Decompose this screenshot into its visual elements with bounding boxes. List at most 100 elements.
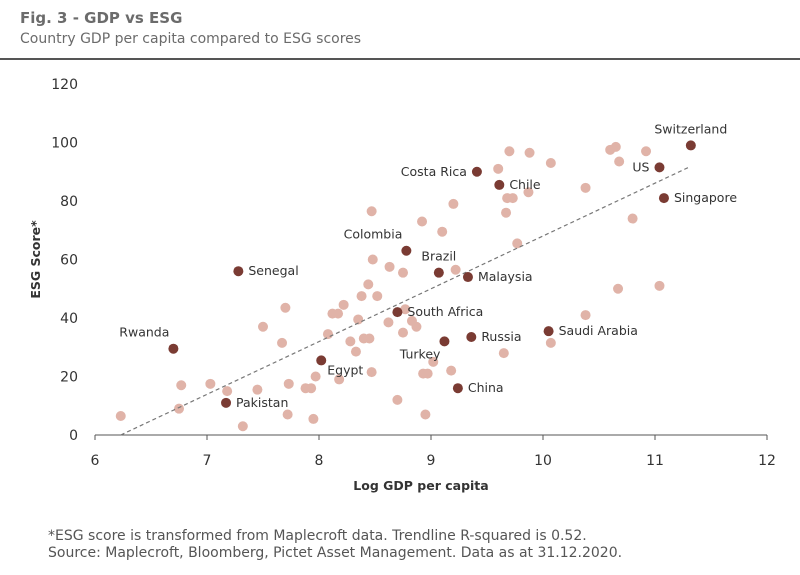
data-point — [308, 413, 319, 424]
country-label-colombia: Colombia — [344, 227, 403, 242]
x-tick-label: 11 — [646, 453, 664, 469]
country-label-russia: Russia — [481, 329, 521, 344]
highlighted-country-points — [168, 140, 696, 408]
data-point — [450, 264, 461, 275]
y-tick-label: 40 — [60, 311, 78, 327]
data-point — [501, 207, 512, 218]
footnote-source: Source: Maplecroft, Bloomberg, Pictet As… — [48, 545, 623, 561]
data-point — [345, 336, 356, 347]
data-point — [422, 368, 433, 379]
data-point — [400, 304, 411, 315]
data-point-egypt — [316, 355, 327, 366]
data-point — [282, 409, 293, 420]
x-tick-label: 10 — [534, 453, 552, 469]
data-point — [237, 421, 248, 432]
y-tick-label: 100 — [51, 136, 78, 152]
footnote-esg-note: *ESG score is transformed from Maplecrof… — [48, 528, 587, 544]
country-label-south-africa: South Africa — [407, 304, 483, 319]
data-point-pakistan — [221, 397, 232, 408]
y-tick-label: 20 — [60, 370, 78, 386]
country-label-egypt: Egypt — [327, 362, 363, 377]
data-point — [222, 386, 233, 397]
data-point-china — [452, 383, 463, 394]
data-point — [411, 321, 422, 332]
country-label-us: US — [632, 159, 649, 174]
data-point — [392, 394, 403, 405]
data-point — [507, 193, 518, 204]
country-label-rwanda: Rwanda — [119, 325, 169, 340]
data-point — [504, 146, 515, 157]
x-tick-label: 12 — [758, 453, 776, 469]
country-label-saudi-arabia: Saudi Arabia — [559, 323, 638, 338]
data-point — [420, 409, 431, 420]
data-point — [437, 226, 448, 237]
data-point — [545, 337, 556, 348]
data-point-costa-rica — [471, 166, 482, 177]
chart-subtitle: Country GDP per capita compared to ESG s… — [20, 31, 362, 47]
data-point-brazil — [433, 267, 444, 278]
data-point — [174, 403, 184, 414]
data-point-colombia — [401, 245, 412, 256]
data-point — [398, 327, 408, 338]
data-point — [310, 371, 321, 382]
y-tick-label: 120 — [51, 77, 78, 93]
data-point-senegal — [233, 266, 244, 277]
data-point-turkey — [439, 336, 450, 347]
data-point — [580, 310, 591, 321]
data-point — [306, 383, 317, 394]
data-point-chile — [494, 179, 505, 190]
country-label-chile: Chile — [509, 177, 541, 192]
data-point — [350, 346, 361, 357]
data-point — [417, 216, 428, 227]
data-point — [428, 356, 439, 367]
axes: 6 7 8 9 10 11 12 0 20 40 60 80 100 120 Log GDP per c… — [28, 77, 776, 493]
y-tick-label: 0 — [69, 428, 78, 444]
data-point — [283, 378, 294, 389]
x-ticks: 6 7 8 9 10 11 12 — [91, 435, 776, 469]
data-point-saudi-arabia — [543, 326, 554, 337]
data-point-russia — [466, 332, 477, 343]
data-point — [363, 279, 374, 290]
data-point — [384, 261, 395, 272]
data-point — [322, 329, 333, 340]
data-point — [280, 302, 291, 313]
country-label-pakistan: Pakistan — [236, 395, 288, 410]
data-point — [366, 206, 377, 217]
data-point — [364, 333, 375, 344]
data-point-malaysia — [462, 272, 473, 283]
x-tick-label: 8 — [315, 453, 324, 469]
data-point — [366, 367, 377, 378]
country-label-brazil: Brazil — [421, 249, 456, 264]
data-point — [627, 213, 638, 224]
country-label-singapore: Singapore — [674, 190, 737, 205]
country-label-china: China — [468, 380, 504, 395]
x-tick-label: 9 — [427, 453, 436, 469]
data-point — [512, 238, 523, 249]
country-label-costa-rica: Costa Rica — [401, 164, 467, 179]
data-point — [641, 146, 652, 157]
data-point — [580, 182, 591, 193]
trendline — [120, 166, 689, 436]
y-tick-label: 60 — [60, 253, 78, 269]
data-point — [545, 157, 556, 168]
country-label-malaysia: Malaysia — [478, 269, 533, 284]
data-point — [252, 384, 263, 395]
country-labels: Switzerland US Singapore Costa Rica Chile Col… — [119, 121, 737, 409]
x-axis-label: Log GDP per capita — [353, 478, 488, 493]
scatter-chart: 6 7 8 9 10 11 12 0 20 40 60 80 100 120 Log GDP per c… — [28, 77, 776, 493]
data-point — [334, 374, 345, 385]
y-ticks: 0 20 40 60 80 100 120 — [51, 77, 78, 444]
x-tick-label: 7 — [203, 453, 212, 469]
country-label-turkey: Turkey — [399, 346, 441, 361]
data-point — [523, 187, 534, 198]
footnote: *ESG score is transformed from Maplecrof… — [48, 528, 622, 562]
data-point — [277, 337, 288, 348]
data-point — [372, 291, 383, 302]
data-point — [398, 267, 408, 278]
data-point — [338, 299, 349, 310]
header-divider — [0, 58, 800, 60]
data-point — [258, 321, 268, 332]
data-point — [356, 291, 367, 302]
data-point — [654, 280, 665, 291]
country-label-senegal: Senegal — [248, 263, 298, 278]
